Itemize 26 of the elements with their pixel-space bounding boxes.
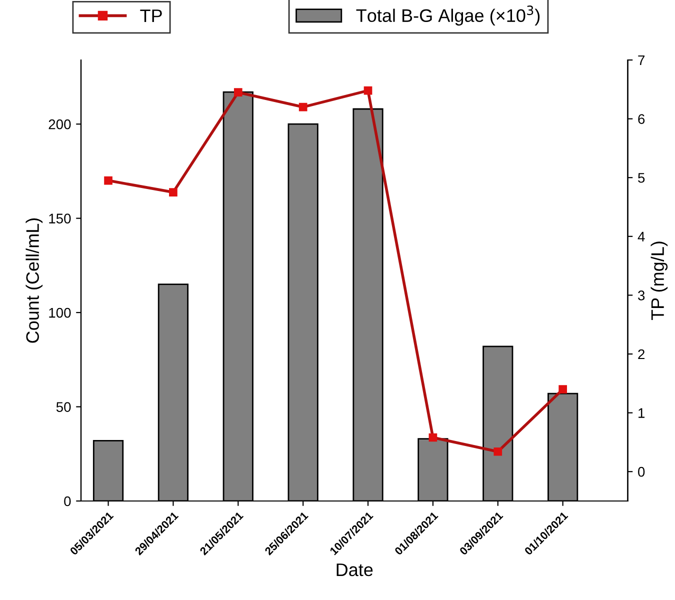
point [494, 447, 502, 456]
y-tick-label: 50 [56, 402, 71, 412]
x-axis-title: Date [336, 564, 373, 576]
y-axis-title: Count (Cell/mL) [26, 218, 43, 343]
y-tick-label: 200 [48, 119, 71, 130]
y-tick-label: 100 [49, 308, 71, 318]
y2-tick-label: 7 [638, 55, 644, 66]
y2-axis-title: TP (mg/L) [650, 242, 668, 320]
point [169, 188, 178, 196]
point [298, 102, 308, 112]
y2-tick-label: 6 [638, 114, 645, 124]
y2-tick-label: 4 [638, 232, 645, 242]
point [364, 86, 372, 95]
legend-label: TP [140, 10, 162, 22]
legend-label: Total B-G Algae (×10$^{3}$) [356, 6, 540, 26]
point [104, 176, 112, 185]
y2-tick-label: 2 [638, 349, 644, 360]
point [234, 88, 242, 97]
y-tick-label: 150 [49, 214, 71, 224]
y2-tick-label: 5 [638, 173, 645, 183]
y2-tick-label: 0 [638, 466, 645, 477]
y2-tick-label: 1 [638, 408, 645, 418]
point [428, 433, 438, 442]
y-tick-label: 0 [64, 496, 71, 506]
y2-tick-label: 3 [638, 290, 645, 300]
point [558, 385, 567, 394]
